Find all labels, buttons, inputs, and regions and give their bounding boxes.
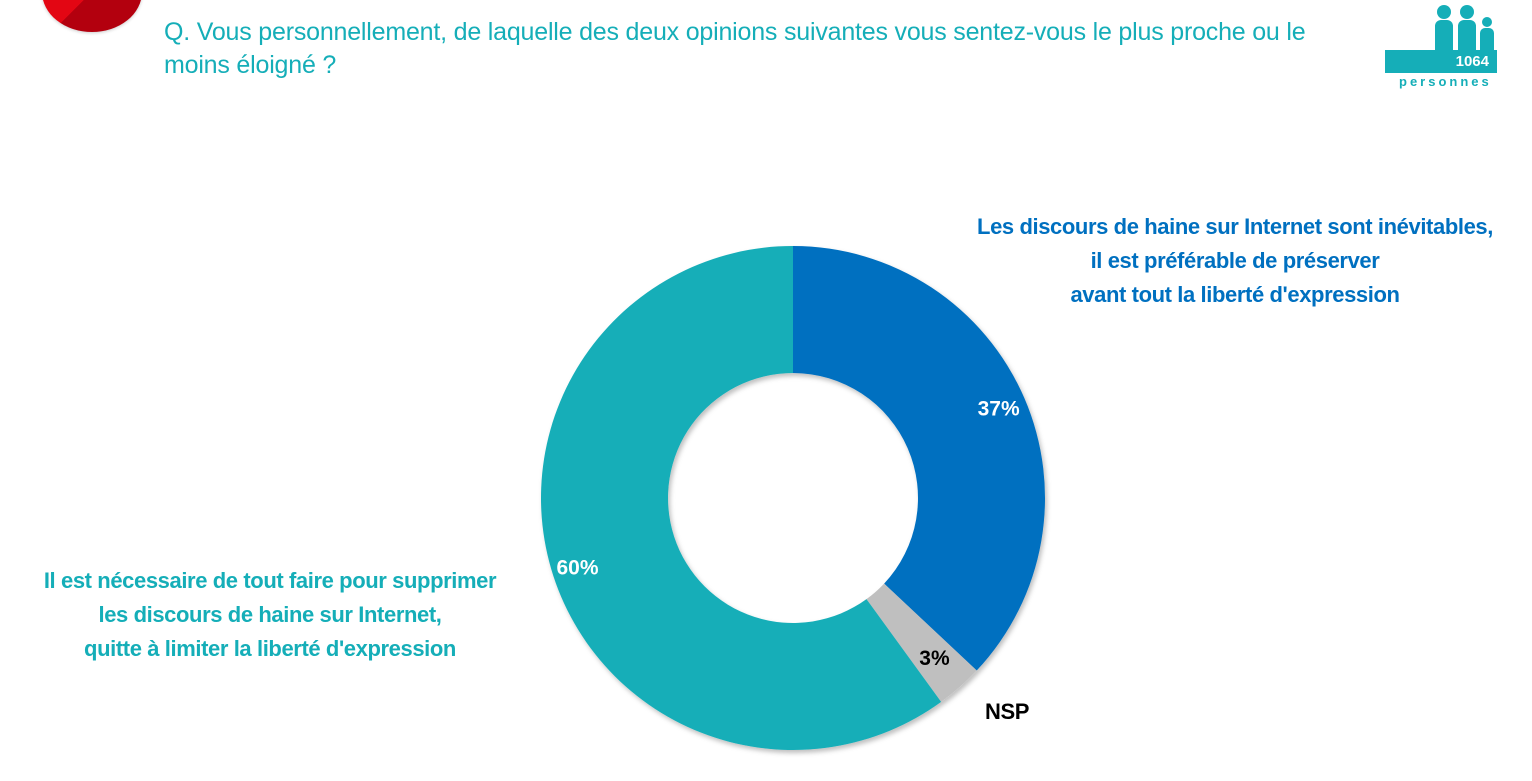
label-line: les discours de haine sur Internet,	[98, 602, 442, 627]
label-line: il est préférable de préserver	[1090, 248, 1380, 273]
value-label: 37%	[978, 398, 1020, 421]
label-line: quitte à limiter la liberté d'expression	[84, 636, 456, 661]
sample-bar	[1385, 50, 1497, 73]
category-label-preserve-freedom: Les discours de haine sur Internet sont …	[930, 210, 1532, 312]
sample-count: 1064	[1455, 53, 1489, 70]
label-line: Les discours de haine sur Internet sont …	[977, 214, 1493, 239]
slice-nsp	[866, 583, 977, 702]
value-label: 3%	[919, 647, 950, 670]
slice-suppress-hate	[540, 246, 942, 750]
category-label-nsp: NSP	[985, 699, 1030, 724]
value-label: 60%	[556, 557, 598, 580]
slice-preserve-freedom	[793, 246, 1045, 671]
label-line: Il est nécessaire de tout faire pour sup…	[43, 568, 497, 593]
sample-unit: personnes	[1399, 74, 1492, 89]
sample-size-badge: 1064 personnes	[1385, 0, 1497, 96]
category-label-suppress-hate: Il est nécessaire de tout faire pour sup…	[0, 564, 540, 666]
question-title: Q. Vous personnellement, de laquelle des…	[164, 18, 1306, 79]
label-line: avant tout la liberté d'expression	[1070, 282, 1400, 307]
